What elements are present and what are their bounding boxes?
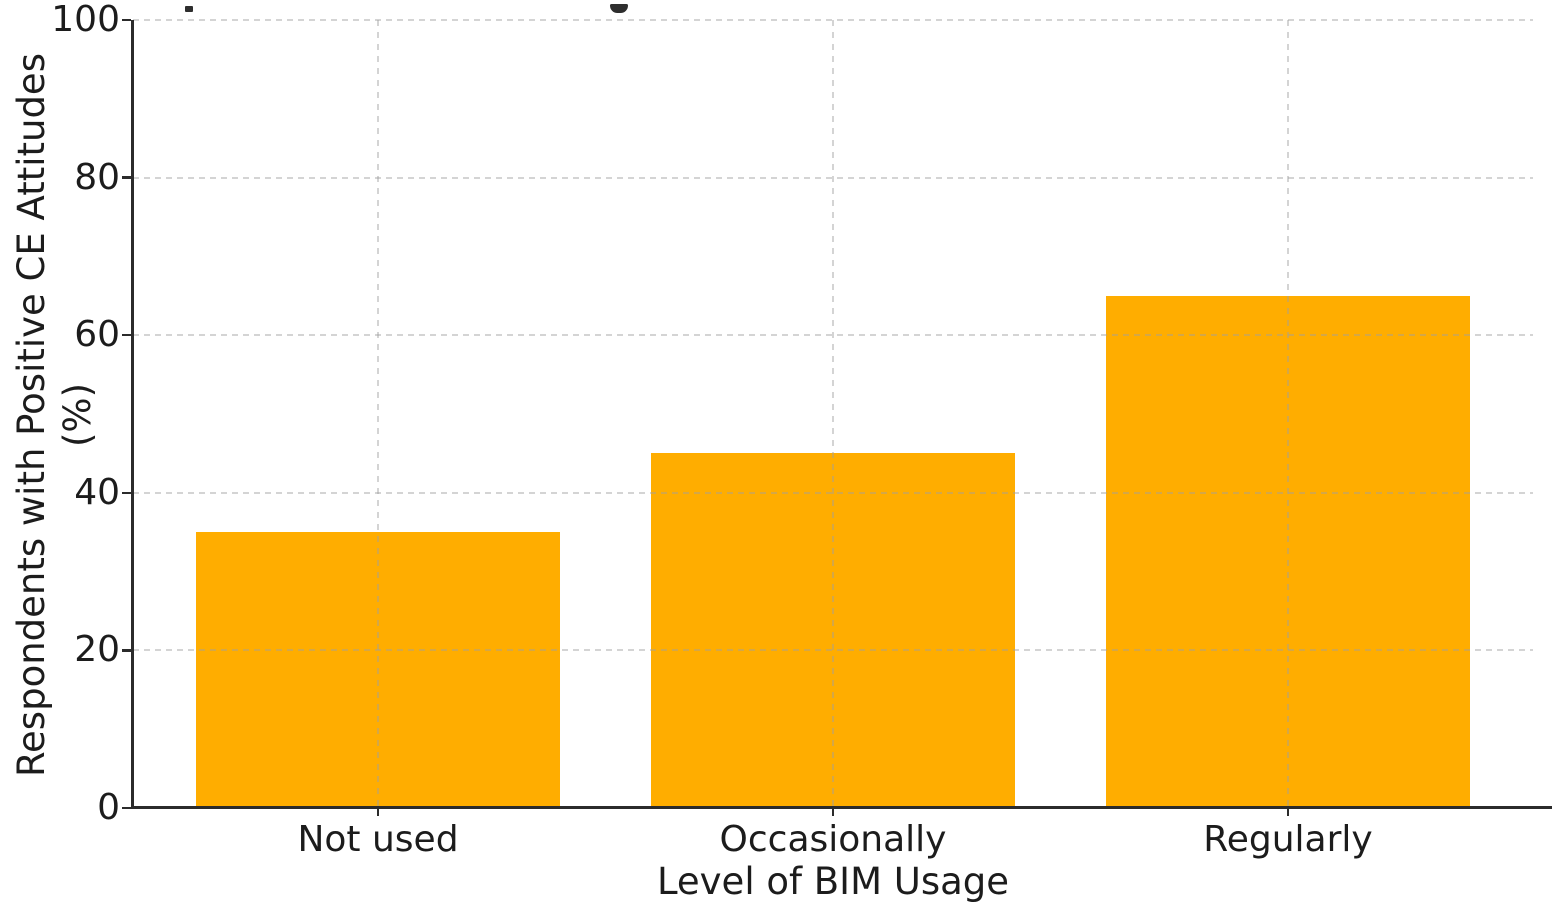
- y-tick-label: 0: [97, 787, 120, 828]
- y-tick-label: 60: [74, 314, 120, 356]
- bar-not-used: [196, 532, 560, 808]
- y-tick-mark: [122, 806, 131, 810]
- bar-regularly: [1106, 295, 1470, 808]
- x-tick-label-occasionally: Occasionally: [719, 819, 947, 860]
- plot-area: [133, 19, 1533, 808]
- y-tick-mark: [122, 649, 131, 652]
- v-gridline-regularly: [1287, 20, 1289, 808]
- h-gridline-100: [133, 19, 1533, 21]
- bar-occasionally: [651, 453, 1015, 808]
- v-gridline-occasionally: [832, 20, 834, 808]
- y-tick-mark: [122, 333, 131, 337]
- x-tick-mark: [831, 808, 835, 816]
- x-tick-label-regularly: Regularly: [1203, 819, 1373, 860]
- h-gridline-60: [133, 334, 1533, 337]
- x-tick-label-not-used: Not used: [297, 819, 459, 860]
- y-tick-mark: [122, 176, 131, 179]
- x-tick-mark: [376, 808, 380, 816]
- y-tick-label: 20: [74, 629, 120, 671]
- y-tick-label: 100: [51, 0, 120, 40]
- y-tick-mark: [122, 491, 131, 495]
- x-tick-mark: [1286, 808, 1290, 816]
- y-tick-label: 40: [74, 471, 120, 513]
- y-axis-spine: [131, 20, 134, 809]
- x-axis-label: Level of BIM Usage: [656, 860, 1010, 903]
- x-axis-spine: [131, 806, 1552, 809]
- h-gridline-80: [133, 176, 1533, 179]
- cropped-title-fragment: [185, 6, 193, 12]
- y-axis-label: Respondents with Positive CE Attitudes (…: [10, 53, 99, 777]
- h-gridline-40: [133, 491, 1533, 494]
- cropped-title-fragment: [610, 4, 628, 13]
- v-gridline-not-used: [377, 20, 379, 808]
- y-tick-label: 80: [74, 156, 120, 198]
- h-gridline-20: [133, 649, 1533, 652]
- y-tick-mark: [122, 18, 131, 22]
